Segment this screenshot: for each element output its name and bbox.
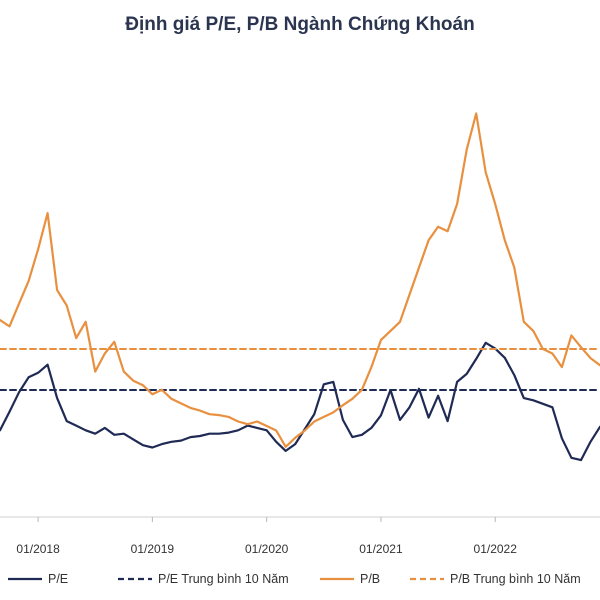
series-line-p-b [0,112,600,448]
legend-label: P/B Trung bình 10 Năm [450,572,581,586]
x-tick-label: 01/2019 [131,542,175,556]
x-tick-label: 01/2021 [359,542,403,556]
legend-label: P/B [360,572,380,586]
series-line-p-e [0,341,600,462]
x-tick-label: 01/2020 [245,542,289,556]
x-tick-label: 01/2018 [16,542,60,556]
x-tick-label: 01/2022 [474,542,518,556]
chart-title: Định giá P/E, P/B Ngành Chứng Khoán [125,14,475,35]
legend-label: P/E Trung bình 10 Năm [158,572,289,586]
legend-label: P/E [48,572,68,586]
